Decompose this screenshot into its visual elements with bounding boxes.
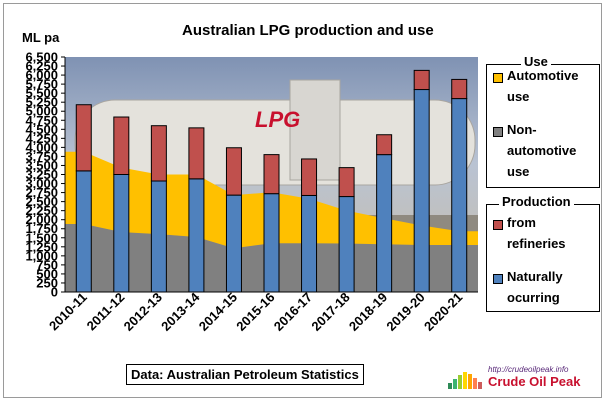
oil-peak-logo-icon [448,372,482,389]
natural-bar-2010-11 [75,170,92,293]
refinery-bar-2020-21 [451,78,468,100]
refinery-bar-2010-11 [75,104,92,172]
y-tick-label: 2,000 [25,212,58,227]
refinery-bar-2011-12 [113,116,130,175]
x-tick-label: 2011-12 [84,290,128,334]
natural-bar-2020-21 [451,98,468,293]
y-tick-label: 4,750 [25,113,58,128]
y-tick-label: 5,750 [25,77,58,92]
y-tick-label: 0 [51,285,58,300]
refinery-bar-2015-16 [263,154,280,195]
x-tick-label: 2016-17 [271,290,315,334]
natural-bar-2018-19 [376,154,393,293]
y-tick-label: 6,500 [25,50,58,65]
natural-bar-2016-17 [301,194,318,293]
y-tick-label: 2,750 [25,185,58,200]
y-tick-label: 3,250 [25,167,58,182]
y-tick-label: 2,250 [25,203,58,218]
brand-url[interactable]: http://crudeoilpeak.info [488,365,569,374]
y-axis-unit-label: ML pa [22,30,60,45]
refinery-bar-2019-20 [413,69,430,91]
nonautomotive-legend-swatch [493,127,503,137]
natural-bar-2011-12 [113,174,130,293]
y-tick-label: 4,250 [25,131,58,146]
x-tick-label: 2019-20 [383,290,427,334]
natural-legend-label: Naturally ocurring [507,269,563,305]
y-tick-label: 1,000 [25,248,58,263]
refineries-legend-label: from refineries [507,215,566,251]
refinery-bar-2012-13 [150,125,167,182]
y-tick-label: 6,000 [25,68,58,83]
brand-name: Crude Oil Peak [488,374,581,389]
refinery-bar-2014-15 [225,147,242,196]
data-source-note: Data: Australian Petroleum Statistics [126,364,364,385]
natural-bar-2012-13 [150,180,167,293]
natural-bar-2015-16 [263,193,280,293]
x-tick-label: 2013-14 [158,289,203,334]
y-tick-label: 2,500 [25,194,58,209]
production-legend-title: Production [499,194,574,209]
x-tick-label: 2017-18 [308,290,352,334]
brand-logo-block: http://crudeoilpeak.info Crude Oil Peak [448,365,600,393]
y-tick-label: 5,500 [25,86,58,101]
chart-title: Australian LPG production and use [182,22,434,39]
y-tick-label: 5,000 [25,104,58,119]
use-legend-box [486,64,600,188]
production-legend-box [486,204,600,312]
y-tick-label: 4,000 [25,140,58,155]
natural-bar-2019-20 [413,89,430,293]
x-tick-label: 2014-15 [196,290,240,334]
refineries-legend-swatch [493,220,503,230]
y-tick-label: 5,250 [25,95,58,110]
y-tick-label: 1,500 [25,230,58,245]
nonautomotive-legend-label: Non-automotive use [507,122,577,179]
automotive-legend-swatch [493,73,503,83]
automotive-legend-label: Automotive use [507,68,579,104]
photo-lpg-text: LPG [255,107,300,132]
natural-legend-swatch [493,274,503,284]
y-tick-label: 750 [36,257,58,272]
refinery-bar-2017-18 [338,167,355,198]
refinery-bar-2016-17 [301,158,318,196]
y-tick-label: 250 [36,275,58,290]
x-tick-label: 2015-16 [233,290,277,334]
x-tick-label: 2020-21 [421,290,465,334]
use-legend-title: Use [521,54,551,69]
y-tick-label: 500 [36,266,58,281]
y-tick-label: 3,000 [25,176,58,191]
refinery-bar-2013-14 [188,127,205,180]
y-tick-label: 1,250 [25,239,58,254]
natural-bar-2014-15 [225,194,242,293]
natural-bar-2013-14 [188,178,205,293]
x-tick-label: 2018-19 [346,290,390,334]
x-tick-label: 2012-13 [121,290,165,334]
y-tick-label: 3,750 [25,149,58,164]
y-tick-label: 1,750 [25,221,58,236]
y-tick-label: 6,250 [25,59,58,74]
refinery-bar-2018-19 [376,134,393,156]
y-tick-label: 3,500 [25,158,58,173]
natural-bar-2017-18 [338,196,355,293]
y-tick-label: 4,500 [25,122,58,137]
